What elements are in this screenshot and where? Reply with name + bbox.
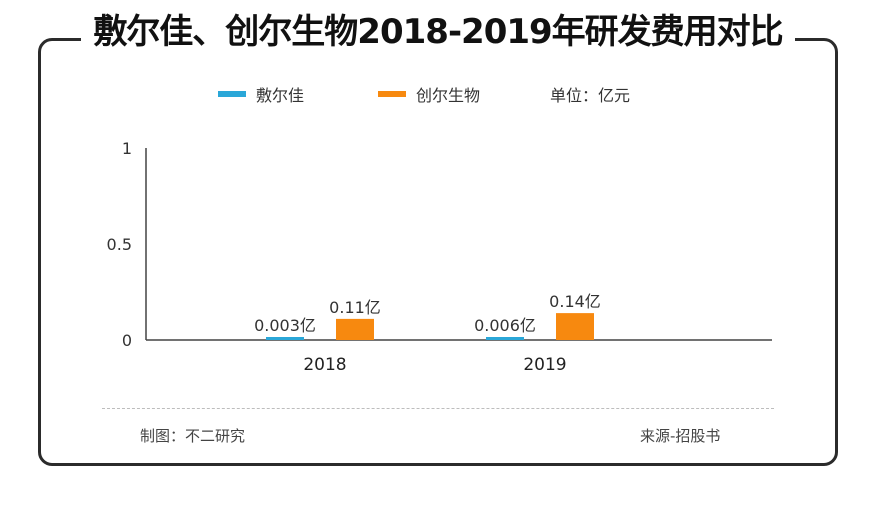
bar-0-2019 [486,337,524,340]
x-tick-label-2018: 2018 [303,355,346,375]
title-wrap: 敷尔佳、创尔生物2018-2019年研发费用对比 [0,6,876,58]
bar-label-1-2019: 0.14亿 [549,292,601,311]
legend-label-chuanger: 创尔生物 [416,86,481,105]
legend: 敷尔佳 创尔生物 单位：亿元 [0,82,876,106]
legend-item-fuerjia: 敷尔佳 [218,82,304,106]
y-tick-label-2: 1 [122,139,132,158]
y-tick-label-0: 0 [122,331,132,350]
bar-label-0-2019: 0.006亿 [474,316,536,335]
bar-0-2018 [266,337,304,340]
legend-swatch-fuerjia [218,91,246,97]
bar-label-0-2018: 0.003亿 [254,316,316,335]
unit-label: 单位：亿元 [550,86,631,105]
maker-credit: 制图：不二研究 [140,427,246,445]
y-tick-label-1: 0.5 [107,235,132,254]
legend-label-fuerjia: 敷尔佳 [256,86,305,105]
legend-item-chuanger: 创尔生物 [378,82,480,106]
footer-divider [102,408,774,409]
x-tick-label-2019: 2019 [523,355,566,375]
source-credit: 来源-招股书 [640,427,721,445]
bar-1-2018 [336,318,374,340]
legend-swatch-chuanger [378,91,406,97]
bar-1-2019 [556,313,594,340]
chart-title: 敷尔佳、创尔生物2018-2019年研发费用对比 [81,6,795,58]
bar-label-1-2018: 0.11亿 [329,298,381,317]
